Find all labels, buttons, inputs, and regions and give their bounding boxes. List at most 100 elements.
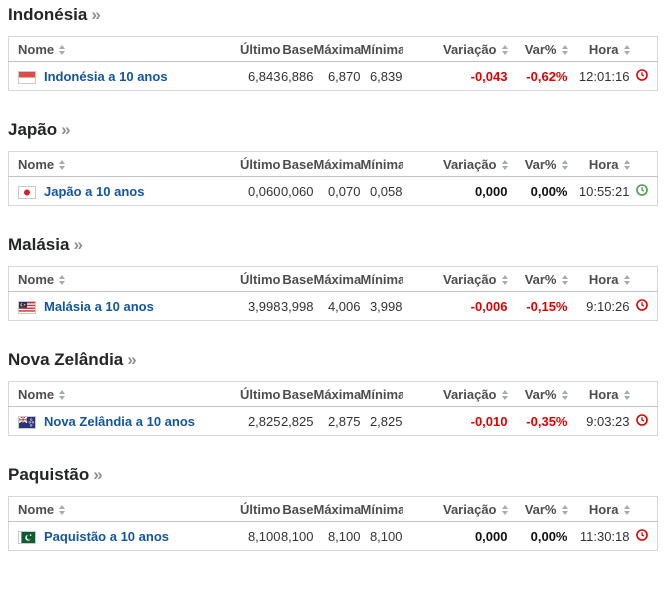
sort-arrows-icon xyxy=(501,44,508,55)
base-value: 0,060 xyxy=(280,184,314,199)
col-header-base: Base xyxy=(280,36,314,62)
pakistan-flag-icon xyxy=(18,531,36,544)
col-label: Hora xyxy=(588,387,619,402)
section-indonesia: Indonésia» Nome Último Base Máxima Mínim… xyxy=(8,5,658,91)
clock-icon xyxy=(636,414,649,426)
col-header-clock xyxy=(629,496,658,522)
col-label: Var% xyxy=(524,42,557,57)
col-header-varpct[interactable]: Var% xyxy=(507,151,568,177)
col-header-variacao[interactable]: Variação xyxy=(402,151,508,177)
col-header-hora[interactable]: Hora xyxy=(567,151,630,177)
minima-value: 2,825 xyxy=(369,414,403,429)
sort-arrows-icon xyxy=(623,159,630,170)
sort-arrows-icon xyxy=(623,274,630,285)
col-label: Var% xyxy=(524,157,557,172)
sort-arrows-icon xyxy=(501,159,508,170)
bond-name-link[interactable]: Japão a 10 anos xyxy=(44,184,145,199)
col-header-hora[interactable]: Hora xyxy=(567,36,630,62)
bond-table: Nome Último Base Máxima Mínima Variação … xyxy=(8,151,658,206)
col-header-variacao[interactable]: Variação xyxy=(402,496,508,522)
col-header-ultimo: Último xyxy=(233,151,281,177)
section-title-link[interactable]: Japão xyxy=(8,120,58,139)
col-label: Var% xyxy=(524,502,557,517)
col-label: Variação xyxy=(443,157,497,172)
maxima-value: 2,875 xyxy=(327,414,361,429)
chevron-right-icon: » xyxy=(61,120,71,139)
col-header-minima: Mínima xyxy=(360,381,403,407)
variacao-value: -0,043 xyxy=(470,69,508,84)
section-title-link[interactable]: Paquistão xyxy=(8,465,90,484)
col-header-varpct[interactable]: Var% xyxy=(507,381,568,407)
bond-name-link[interactable]: Indonésia a 10 anos xyxy=(44,69,168,84)
new-zealand-flag-icon xyxy=(18,416,36,429)
col-header-hora[interactable]: Hora xyxy=(567,496,630,522)
maxima-value: 8,100 xyxy=(327,529,361,544)
col-header-nome[interactable]: Nome xyxy=(8,266,234,292)
col-header-nome[interactable]: Nome xyxy=(8,381,234,407)
base-value: 3,998 xyxy=(280,299,314,314)
base-value: 2,825 xyxy=(280,414,314,429)
bond-row: Malásia a 10 anos 3,998 3,998 4,006 3,99… xyxy=(9,292,658,321)
col-header-hora[interactable]: Hora xyxy=(567,381,630,407)
base-value: 6,886 xyxy=(280,69,314,84)
col-header-minima: Mínima xyxy=(360,151,403,177)
chevron-right-icon: » xyxy=(91,5,101,24)
col-label: Hora xyxy=(588,272,619,287)
ultimo-value: 6,843 xyxy=(247,69,281,84)
col-header-hora[interactable]: Hora xyxy=(567,266,630,292)
clock-icon xyxy=(636,69,649,81)
minima-value: 8,100 xyxy=(369,529,403,544)
hora-value: 10:55:21 xyxy=(578,184,630,199)
col-label: Hora xyxy=(588,157,619,172)
col-header-varpct[interactable]: Var% xyxy=(507,496,568,522)
bond-table: Nome Último Base Máxima Mínima Variação … xyxy=(8,266,658,321)
col-header-clock xyxy=(629,36,658,62)
chevron-right-icon: » xyxy=(127,350,137,369)
hora-value: 11:30:18 xyxy=(579,529,630,544)
hora-value: 12:01:16 xyxy=(578,69,630,84)
col-header-ultimo: Último xyxy=(233,381,281,407)
section-pakistan: Paquistão» Nome Último Base Máxima Mínim… xyxy=(8,465,658,551)
clock-icon xyxy=(636,299,649,311)
col-header-maxima: Máxima xyxy=(313,381,361,407)
col-header-variacao[interactable]: Variação xyxy=(402,266,508,292)
section-title-link[interactable]: Nova Zelândia xyxy=(8,350,124,369)
col-header-varpct[interactable]: Var% xyxy=(507,266,568,292)
bond-table: Nome Último Base Máxima Mínima Variação … xyxy=(8,381,658,436)
col-label: Nome xyxy=(18,387,55,402)
col-header-variacao[interactable]: Variação xyxy=(402,381,508,407)
col-label: Hora xyxy=(588,502,619,517)
col-label: Variação xyxy=(443,272,497,287)
col-header-maxima: Máxima xyxy=(313,151,361,177)
sort-arrows-icon xyxy=(59,389,66,400)
bond-name-link[interactable]: Malásia a 10 anos xyxy=(44,299,154,314)
sort-arrows-icon xyxy=(59,159,66,170)
table-header-row: Nome Último Base Máxima Mínima Variação … xyxy=(8,381,658,407)
col-header-base: Base xyxy=(280,381,314,407)
col-header-ultimo: Último xyxy=(233,496,281,522)
col-header-nome[interactable]: Nome xyxy=(8,496,234,522)
col-header-variacao[interactable]: Variação xyxy=(402,36,508,62)
varpct-value: 0,00% xyxy=(530,184,568,199)
hora-value: 9:10:26 xyxy=(586,299,630,314)
japan-flag-icon xyxy=(18,186,36,199)
sort-arrows-icon xyxy=(561,159,568,170)
col-label: Nome xyxy=(18,502,55,517)
col-header-base: Base xyxy=(280,266,314,292)
col-header-varpct[interactable]: Var% xyxy=(507,36,568,62)
col-label: Nome xyxy=(18,42,55,57)
table-header-row: Nome Último Base Máxima Mínima Variação … xyxy=(8,266,658,292)
bond-name-link[interactable]: Nova Zelândia a 10 anos xyxy=(44,414,196,429)
section-title-link[interactable]: Indonésia xyxy=(8,5,88,24)
section-title-link[interactable]: Malásia xyxy=(8,235,70,254)
variacao-value: 0,000 xyxy=(474,184,508,199)
section-heading: Indonésia» xyxy=(8,5,657,24)
col-header-nome[interactable]: Nome xyxy=(8,36,234,62)
col-label: Variação xyxy=(443,502,497,517)
section-malaysia: Malásia» Nome Último Base Máxima Mínima … xyxy=(8,235,658,321)
bond-row: Indonésia a 10 anos 6,843 6,886 6,870 6,… xyxy=(9,62,658,91)
variacao-value: -0,006 xyxy=(470,299,508,314)
col-header-nome[interactable]: Nome xyxy=(8,151,234,177)
col-header-clock xyxy=(629,151,658,177)
maxima-value: 6,870 xyxy=(327,69,361,84)
